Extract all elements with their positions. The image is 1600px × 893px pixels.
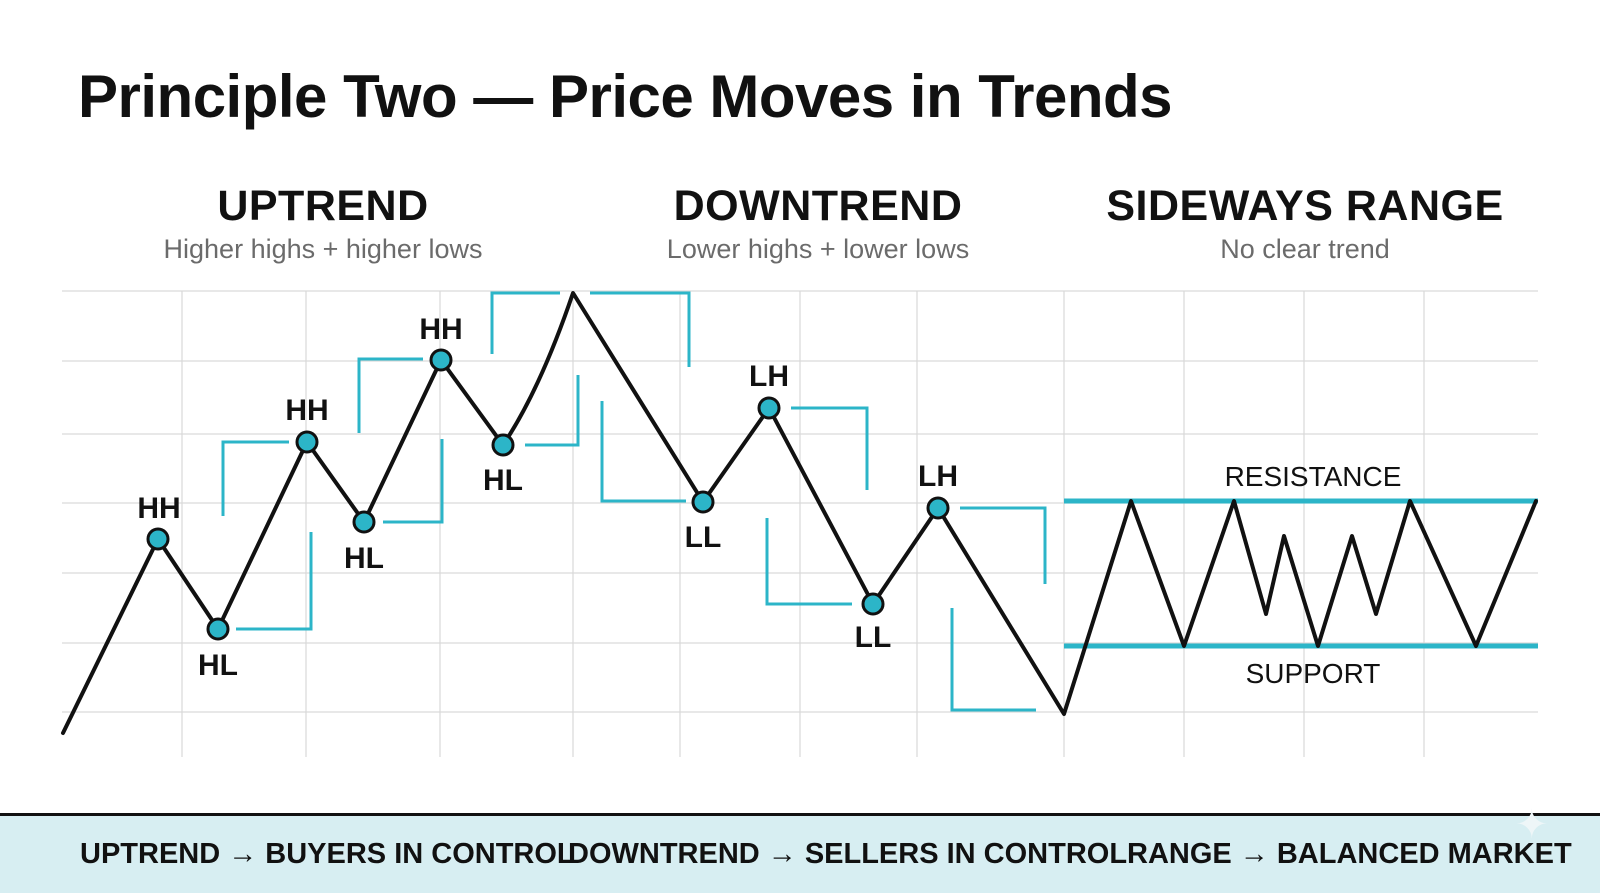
- label-ll: LL: [685, 521, 722, 554]
- resistance-label: RESISTANCE: [1225, 461, 1402, 492]
- bracket: [221, 440, 289, 516]
- summary-footer: UPTREND → BUYERS IN CONTROL DOWNTREND → …: [0, 813, 1600, 893]
- sideways-header: SIDEWAYS RANGE No clear trend: [1105, 182, 1505, 265]
- bracket: [525, 375, 580, 447]
- swing-point-lh: [926, 496, 950, 520]
- uptrend-heading: UPTREND: [217, 182, 429, 230]
- label-lh: LH: [749, 360, 789, 393]
- label-hl: HL: [483, 464, 523, 497]
- bracket: [236, 532, 313, 631]
- swing-point-ll: [861, 592, 885, 616]
- page-title: Principle Two — Price Moves in Trends: [78, 63, 1173, 130]
- swing-point-hh: [295, 430, 319, 454]
- bracket: [490, 291, 560, 354]
- label-hh: HH: [419, 313, 462, 346]
- support-label: SUPPORT: [1246, 658, 1381, 689]
- bracket: [791, 406, 869, 490]
- swing-brackets: [221, 291, 1047, 712]
- downtrend-header: DOWNTREND Lower highs + lower lows: [658, 182, 978, 265]
- trend-diagram: HH HL HH HL HH HL LL LH LL LH RESISTANCE…: [61, 290, 1538, 757]
- bracket: [383, 439, 444, 524]
- uptrend-subheading: Higher highs + higher lows: [163, 234, 483, 264]
- bracket: [950, 608, 1036, 712]
- uptrend-header: UPTREND Higher highs + higher lows: [163, 182, 483, 265]
- label-hh: HH: [137, 492, 180, 525]
- footer-downtrend: DOWNTREND → SELLERS IN CONTROL: [568, 838, 1128, 870]
- label-lh: LH: [918, 460, 958, 493]
- swing-point-hl: [491, 433, 515, 457]
- bracket: [765, 518, 852, 606]
- sideways-heading: SIDEWAYS RANGE: [1106, 182, 1504, 230]
- bracket: [600, 401, 686, 503]
- footer-uptrend: UPTREND → BUYERS IN CONTROL: [80, 838, 575, 870]
- swing-points: [146, 348, 950, 641]
- swing-point-hh: [146, 527, 170, 551]
- downtrend-subheading: Lower highs + lower lows: [666, 234, 970, 264]
- footer-range: RANGE → BALANCED MARKET: [1127, 838, 1572, 870]
- label-ll: LL: [855, 621, 892, 654]
- label-hl: HL: [344, 542, 384, 575]
- label-hh: HH: [285, 394, 328, 427]
- swing-point-hh: [429, 348, 453, 372]
- bracket: [960, 506, 1047, 584]
- swing-point-ll: [691, 490, 715, 514]
- swing-point-hl: [352, 510, 376, 534]
- swing-point-hl: [206, 617, 230, 641]
- label-hl: HL: [198, 649, 238, 682]
- sideways-subheading: No clear trend: [1220, 234, 1390, 264]
- downtrend-heading: DOWNTREND: [673, 182, 963, 230]
- swing-point-lh: [757, 396, 781, 420]
- bracket: [357, 357, 423, 433]
- bracket: [590, 291, 691, 367]
- sparkle-icon: ✦: [1515, 803, 1549, 847]
